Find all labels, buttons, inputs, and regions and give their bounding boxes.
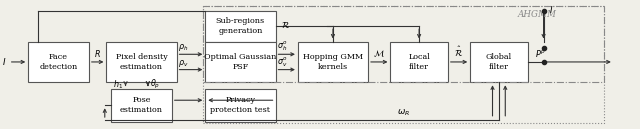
- Text: Pose
estimation: Pose estimation: [120, 96, 163, 114]
- Text: $\rho_h$: $\rho_h$: [179, 42, 189, 53]
- Text: Local
filter: Local filter: [408, 53, 430, 71]
- Text: $\mathcal{R}$: $\mathcal{R}$: [280, 19, 290, 30]
- Text: Optimal Gaussian
PSF: Optimal Gaussian PSF: [204, 53, 276, 71]
- Text: $\rho_v$: $\rho_v$: [179, 58, 189, 69]
- Text: Sub-regions
generation: Sub-regions generation: [216, 17, 265, 35]
- Bar: [205, 42, 275, 82]
- Text: AHGMM: AHGMM: [518, 10, 557, 19]
- Text: Hopping GMM
kernels: Hopping GMM kernels: [303, 53, 363, 71]
- Bar: [470, 42, 527, 82]
- Text: $I$: $I$: [548, 4, 553, 15]
- Text: $I$: $I$: [2, 56, 6, 67]
- Bar: [298, 42, 368, 82]
- Text: Global
filter: Global filter: [486, 53, 512, 71]
- Text: Pixel density
estimation: Pixel density estimation: [116, 53, 167, 71]
- Bar: [203, 6, 604, 82]
- Text: $\omega_R$: $\omega_R$: [397, 108, 410, 118]
- Text: $\hat{\mathcal{R}}$: $\hat{\mathcal{R}}$: [454, 44, 463, 59]
- Bar: [390, 42, 448, 82]
- Text: $\sigma_h^o$: $\sigma_h^o$: [277, 39, 288, 53]
- Text: Privacy
protection test: Privacy protection test: [211, 96, 271, 114]
- Bar: [106, 42, 177, 82]
- Bar: [111, 89, 172, 122]
- Text: $P^p$: $P^p$: [535, 48, 546, 59]
- Bar: [203, 6, 604, 123]
- Bar: [28, 42, 89, 82]
- Text: $R$: $R$: [94, 48, 101, 59]
- Bar: [205, 89, 275, 122]
- Text: Face
detection: Face detection: [40, 53, 77, 71]
- Text: $\mathcal{M}$: $\mathcal{M}$: [373, 48, 385, 59]
- Text: $\theta_p$: $\theta_p$: [150, 78, 161, 91]
- Text: $\sigma_v^o$: $\sigma_v^o$: [277, 56, 288, 69]
- Bar: [205, 11, 275, 42]
- Text: $h_1$: $h_1$: [113, 78, 123, 91]
